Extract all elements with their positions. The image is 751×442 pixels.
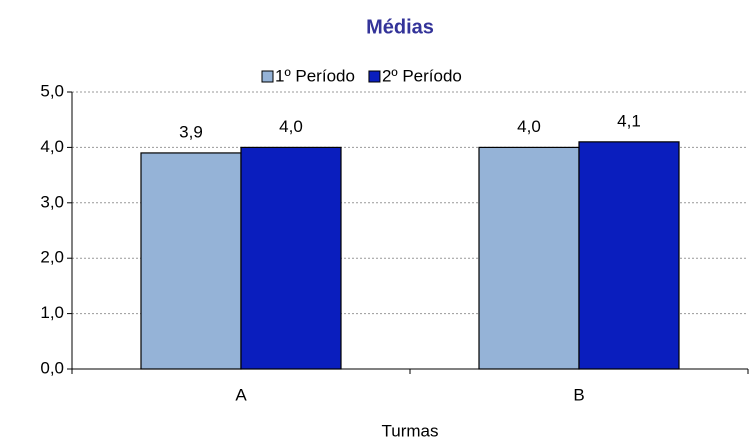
data-label: 4,1	[617, 111, 641, 130]
chart-title: Médias	[366, 16, 434, 38]
legend-swatch	[261, 70, 274, 83]
bar	[240, 146, 342, 370]
x-tick-label: A	[235, 385, 247, 404]
x-tick-label: B	[573, 385, 584, 404]
data-label: 4,0	[517, 117, 541, 136]
y-tick-label: 1,0	[40, 303, 64, 322]
legend-label: 1º Período	[275, 66, 355, 85]
bar	[478, 146, 580, 370]
y-tick-label: 2,0	[40, 248, 64, 267]
x-axis-label: Turmas	[382, 421, 439, 440]
bar	[140, 152, 242, 370]
data-label: 3,9	[179, 122, 203, 141]
y-tick-label: 5,0	[40, 81, 64, 100]
y-tick-label: 0,0	[40, 358, 64, 377]
legend-label: 2º Período	[382, 66, 462, 85]
y-tick-label: 3,0	[40, 192, 64, 211]
y-tick-label: 4,0	[40, 137, 64, 156]
bar	[578, 141, 680, 370]
legend-swatch	[368, 70, 381, 83]
data-label: 4,0	[279, 117, 303, 136]
